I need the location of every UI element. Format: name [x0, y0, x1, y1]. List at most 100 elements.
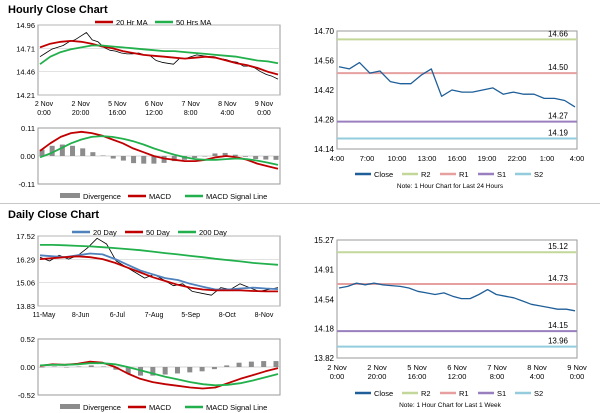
hourly-macd-divergence-bar-10 — [141, 156, 147, 164]
hourly-macd-divergence-bar-20 — [242, 156, 248, 157]
daily-price-y-tick-3: 13.83 — [16, 302, 35, 311]
daily-sr-level-s2-label: 13.96 — [548, 337, 569, 346]
hourly-macd-divergence-bar-11 — [151, 156, 157, 164]
daily-macd-divergence-bar-15 — [224, 365, 230, 367]
hourly-sr-y-tick-1: 14.56 — [314, 57, 335, 66]
daily-macd-divergence-bar-0 — [39, 367, 45, 368]
daily-price-x-tick-4: 5-Sep — [181, 312, 200, 319]
daily-price-x-tick-1: 8-Jun — [72, 312, 90, 319]
hourly-macd-divergence-bar-6 — [100, 155, 106, 156]
hourly-macd-legend-divergence-swatch — [60, 193, 80, 198]
daily-sr-x-tick-4: 7 Nov — [487, 363, 507, 372]
daily-macd-divergence-bar-9 — [150, 367, 156, 376]
daily-sr-level-r2-label: 15.12 — [548, 242, 569, 251]
hourly-price-y-tick-1: 14.71 — [16, 44, 35, 53]
daily-macd-divergence-bar-5 — [101, 366, 107, 367]
hourly-macd-divergence-bar-4 — [80, 148, 86, 156]
daily-macd-y-tick-2: -0.52 — [18, 391, 35, 400]
hourly-macd-y-tick-0: 0.11 — [21, 124, 35, 133]
hourly-sr-x-tick-1: 7:00 — [360, 154, 375, 163]
hourly-macd-legend-macd-label: MACD — [149, 192, 172, 201]
daily-price-x-tick-2: 6-Jul — [110, 312, 126, 319]
daily-macd-y-tick-1: 0.00 — [20, 363, 35, 372]
daily-macd-divergence-bar-1 — [51, 366, 57, 367]
hourly-sr-level-r1-label: 14.50 — [548, 63, 569, 72]
hourly-macd-divergence-bar-7 — [110, 156, 116, 159]
daily-sr-y-tick-4: 13.82 — [314, 354, 335, 363]
daily-macd-divergence-bar-17 — [248, 361, 254, 367]
daily-macd-divergence-bar-13 — [199, 367, 205, 372]
hourly-price-y-tick-2: 14.46 — [16, 68, 35, 77]
hourly-macd-divergence-bar-16 — [202, 156, 208, 157]
hourly-price-x-tick-2-time: 16:00 — [109, 110, 127, 117]
daily-sr-level-r1-label: 14.73 — [548, 274, 569, 283]
hourly-sr-legend-s1-label: S1 — [497, 170, 506, 179]
hourly-price-series-2 — [39, 44, 279, 65]
hourly-support-resistance-chart: 14.70 14.56 14.42 14.28 14.14 14.66 14.50 14.27… — [314, 27, 585, 190]
daily-sr-x-tick-6: 9 Nov — [567, 363, 587, 372]
daily-price-series-2 — [39, 255, 278, 293]
daily-price-x-tick-3: 7-Aug — [145, 312, 164, 319]
daily-sr-x-tick-5: 8 Nov — [527, 363, 547, 372]
hourly-sr-x-tick-5: 19:00 — [478, 154, 497, 163]
daily-sr-y-tick-3: 14.18 — [314, 325, 335, 334]
hourly-price-x-tick-1: 2 Nov — [72, 101, 91, 108]
hourly-sr-x-tick-0: 4:00 — [330, 154, 345, 163]
daily-macd-legend-macd-label: MACD — [149, 403, 172, 412]
hourly-macd-divergence-bar-12 — [161, 156, 167, 163]
hourly-macd-legend-signal-label: MACD Signal Line — [206, 192, 267, 201]
hourly-price-x-tick-1-time: 20:00 — [72, 110, 90, 117]
hourly-sr-x-tick-3: 13:00 — [418, 154, 437, 163]
hourly-price-x-tick-4: 7 Nov — [182, 101, 201, 108]
daily-sr-legend-s1-label: S1 — [497, 389, 506, 398]
daily-sr-legend-r1-label: R1 — [459, 389, 469, 398]
daily-price-x-tick-0: 11-May — [33, 312, 56, 319]
section-divider — [0, 203, 600, 204]
daily-sr-note: Note: 1 Hour Chart for Last 1 Week — [399, 402, 502, 409]
daily-support-resistance-chart: 15.27 14.91 14.54 14.18 13.82 15.12 14.73 14.15… — [314, 236, 587, 409]
daily-section-title: Daily Close Chart — [8, 209, 100, 221]
daily-macd-divergence-bar-12 — [187, 367, 193, 373]
daily-price-x-tick-5: 8-Oct — [219, 312, 236, 319]
daily-price-series-3 — [40, 243, 279, 266]
hourly-macd-divergence-bar-23 — [273, 156, 279, 160]
hourly-macd-divergence-bar-0 — [39, 149, 45, 156]
hourly-macd-divergence-bar-8 — [120, 156, 126, 161]
hourly-sr-y-tick-4: 14.14 — [314, 145, 335, 154]
hourly-sr-x-tick-4: 16:00 — [448, 154, 467, 163]
hourly-sr-legend-r2-label: R2 — [421, 170, 431, 179]
hourly-sr-y-tick-0: 14.70 — [314, 27, 335, 36]
hourly-sr-x-tick-7: 1:00 — [540, 154, 555, 163]
daily-sr-level-s1-label: 14.15 — [548, 321, 569, 330]
daily-sr-x-tick-4-time: 8:00 — [490, 372, 505, 381]
daily-macd-legend-divergence-label: Divergence — [83, 403, 121, 412]
hourly-macd-divergence-bar-9 — [131, 156, 137, 164]
hourly-price-x-tick-3-time: 12:00 — [145, 110, 163, 117]
hourly-macd-series-1 — [39, 135, 279, 166]
daily-price-series-0 — [39, 237, 279, 296]
daily-price-y-tick-2: 15.06 — [16, 279, 35, 288]
daily-sr-x-tick-3: 6 Nov — [447, 363, 467, 372]
daily-macd-divergence-bar-8 — [138, 367, 144, 376]
hourly-price-x-tick-3: 6 Nov — [145, 101, 164, 108]
hourly-legend-50hr-label: 50 Hrs MA — [176, 18, 211, 27]
daily-sr-legend-close-label: Close — [374, 389, 393, 398]
hourly-macd-y-tick-2: -0.11 — [18, 180, 35, 189]
hourly-sr-y-tick-3: 14.28 — [314, 116, 335, 125]
hourly-sr-level-r2-label: 14.66 — [548, 29, 569, 38]
hourly-price-x-tick-0-time: 0:00 — [37, 110, 51, 117]
daily-sr-y-tick-0: 15.27 — [314, 236, 335, 245]
daily-sr-frame — [336, 239, 578, 359]
daily-macd-series-1 — [39, 362, 279, 387]
daily-sr-x-tick-3-time: 12:00 — [448, 372, 467, 381]
hourly-macd-divergence-bar-13 — [171, 156, 177, 162]
daily-sr-close-series — [338, 282, 576, 312]
daily-macd-legend-signal-label: MACD Signal Line — [206, 403, 267, 412]
hourly-macd-chart: 0.11 0.00 -0.11 Divergence MACD MACD Signal L… — [18, 124, 281, 201]
daily-legend-200day-label: 200 Day — [199, 228, 227, 237]
daily-sr-legend-r2-label: R2 — [421, 389, 431, 398]
hourly-price-x-tick-5: 8 Nov — [218, 101, 237, 108]
hourly-price-x-tick-2: 5 Nov — [108, 101, 127, 108]
hourly-sr-x-tick-8: 4:00 — [570, 154, 585, 163]
